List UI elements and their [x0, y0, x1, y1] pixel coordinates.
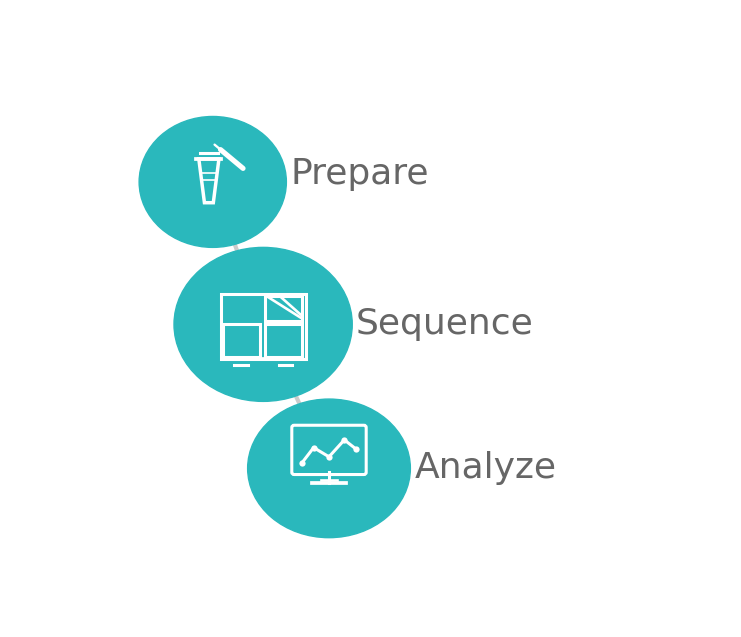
Text: Analyze: Analyze [414, 452, 556, 485]
Text: Prepare: Prepare [290, 157, 429, 191]
Text: Sequence: Sequence [356, 308, 534, 341]
Ellipse shape [174, 247, 352, 401]
Ellipse shape [139, 117, 286, 247]
Ellipse shape [247, 399, 411, 538]
